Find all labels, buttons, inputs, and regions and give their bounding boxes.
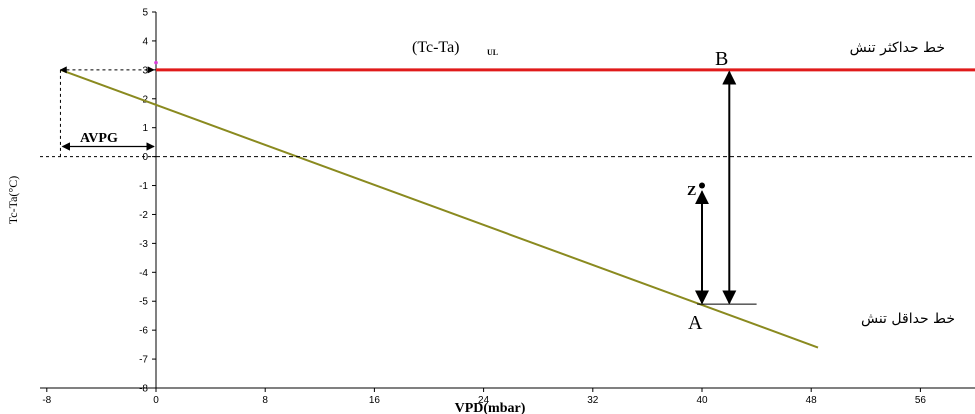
label-point-z: Z [687, 184, 696, 199]
annotations-layer: B A Z AVPG (Tc-Ta) UL خط حداکثر تنش خط حداقل تن… [40, 39, 955, 334]
label-avpg: AVPG [80, 131, 118, 146]
z-point [699, 182, 705, 189]
label-upper-limit-sub: UL [487, 48, 498, 57]
x-tick-label: 0 [153, 395, 159, 406]
x-tick-label: 32 [587, 395, 599, 406]
x-tick-label: 8 [262, 395, 268, 406]
x-tick-label: 48 [806, 395, 818, 406]
label-point-a: A [688, 312, 703, 334]
series-line-lower-baseline [60, 68, 819, 349]
y-tick-label: -8 [139, 384, 148, 395]
series-layer [60, 68, 975, 349]
axes [40, 11, 975, 392]
y-tick-label: 0 [142, 152, 148, 163]
x-axis-title: VPD(mbar) [455, 401, 526, 414]
y-axis-title: Tc-Ta(°C) [6, 176, 20, 224]
label-lower-persian: خط حداقل تنش [861, 311, 955, 327]
y-tick-label: -4 [139, 268, 148, 279]
upper-line-origin-dot [154, 60, 158, 65]
y-tick-label: 4 [142, 36, 148, 47]
y-tick-label: 1 [142, 123, 148, 134]
x-tick-label: 24 [478, 395, 490, 406]
y-tick-label: 5 [142, 8, 148, 19]
y-tick-label: 2 [142, 94, 148, 105]
label-upper-limit: (Tc-Ta) [412, 39, 460, 56]
y-tick-label: -7 [139, 355, 148, 366]
label-point-b: B [715, 48, 728, 70]
y-tick-label: -2 [139, 210, 148, 221]
y-tick-label: -3 [139, 239, 148, 250]
y-tick-label: 3 [142, 65, 148, 76]
x-tick-label: 56 [915, 395, 927, 406]
y-tick-label: -1 [139, 181, 148, 192]
x-tick-label: -8 [42, 395, 51, 406]
label-upper-persian: خط حداکثر تنش [850, 40, 945, 56]
x-tick-label: 16 [369, 395, 381, 406]
x-tick-label: 40 [696, 395, 708, 406]
y-tick-label: -6 [139, 326, 148, 337]
y-tick-label: -5 [139, 297, 148, 308]
